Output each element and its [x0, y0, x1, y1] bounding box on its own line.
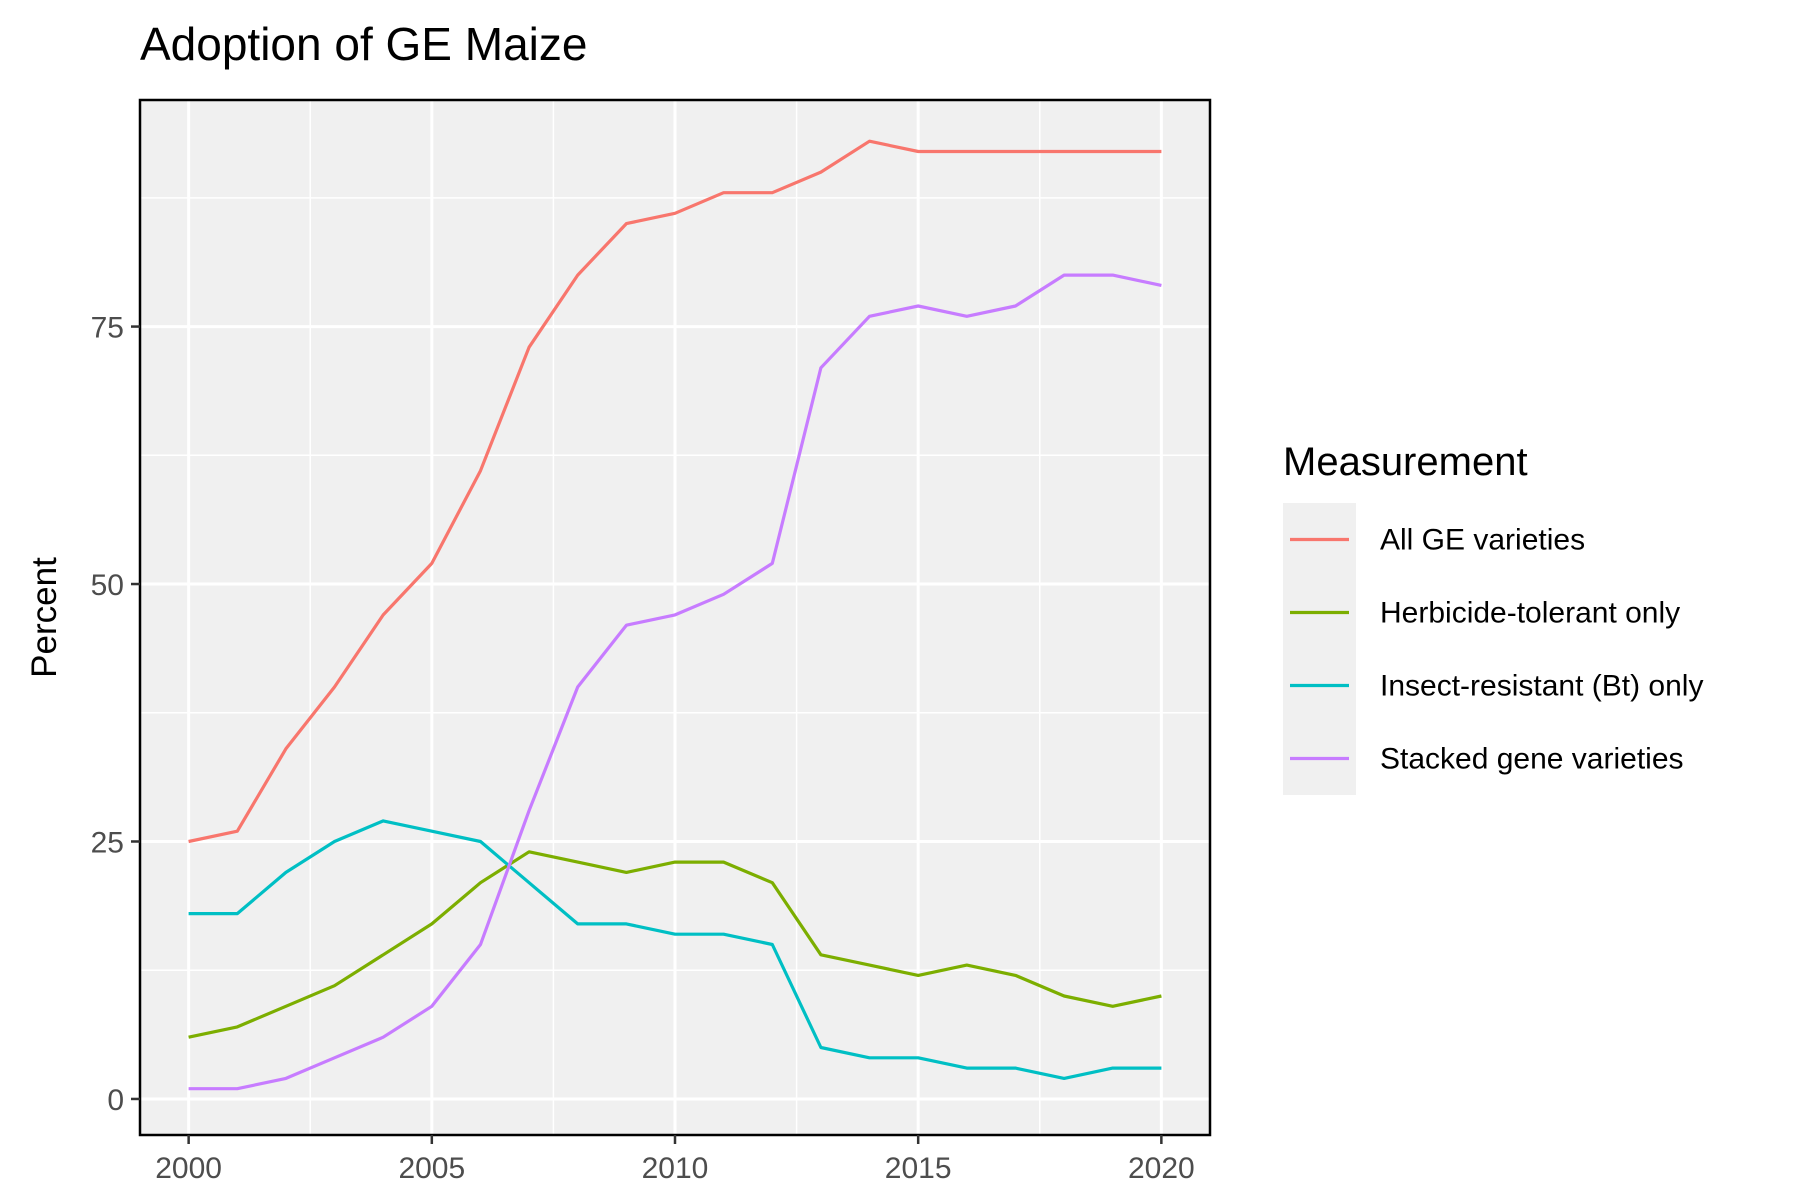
series-line-2 [188, 850, 1162, 1039]
legend: Measurement All GE varieties Herbicide-to… [1283, 440, 1703, 795]
grid-major [140, 100, 1210, 1135]
legend-title: Measurement [1283, 440, 1528, 484]
legend-label-3: Insect-resistant (Bt) only [1380, 670, 1703, 703]
series-line-3 [188, 819, 1162, 1081]
x-tick-label: 2000 [155, 1152, 222, 1185]
legend-label-2: Herbicide-tolerant only [1380, 597, 1680, 630]
series-line-4 [188, 273, 1162, 1091]
x-tick-label: 2015 [885, 1152, 952, 1185]
y-tick-label: 25 [91, 826, 124, 859]
x-tick-label: 2010 [642, 1152, 709, 1185]
x-tick-label: 2005 [398, 1152, 465, 1185]
y-axis-title: Percent [25, 557, 64, 678]
series-lines [188, 139, 1162, 1091]
legend-key-background [1283, 503, 1356, 795]
y-tick-label: 0 [107, 1084, 124, 1117]
y-axis: 0 25 50 75 [91, 312, 140, 1117]
legend-label-1: All GE varieties [1380, 524, 1585, 557]
series-line-1 [188, 139, 1162, 844]
chart-title: Adoption of GE Maize [140, 18, 587, 70]
x-axis: 2000 2005 2010 2015 2020 [155, 1135, 1195, 1185]
legend-label-4: Stacked gene varieties [1380, 743, 1684, 776]
y-tick-label: 50 [91, 569, 124, 602]
y-tick-label: 75 [91, 312, 124, 345]
legend-items: All GE varieties Herbicide-tolerant only I… [1290, 524, 1703, 776]
x-tick-label: 2020 [1128, 1152, 1195, 1185]
